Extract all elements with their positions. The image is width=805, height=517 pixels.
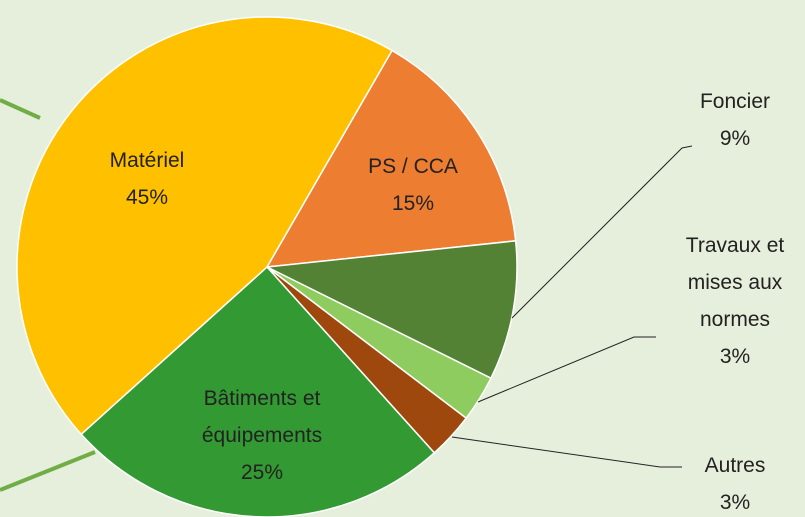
- pie-slice: [265, 49, 517, 268]
- leader-line: [0, 450, 96, 492]
- leader-line: [451, 436, 682, 468]
- slice-value-label: 25%: [240, 461, 284, 484]
- pie-slice: [264, 240, 518, 380]
- slice-value-label: 15%: [391, 192, 435, 215]
- leader-line: [0, 98, 41, 120]
- slice-value-label: 45%: [125, 186, 169, 209]
- leader-line: [511, 145, 693, 319]
- slice-label: Foncier: [699, 90, 771, 113]
- slice-label: Autres: [704, 454, 766, 477]
- slice-label: Travaux et mises aux normes: [685, 234, 785, 331]
- slice-label: PS / CCA: [368, 155, 458, 178]
- slice-value-label: 3%: [719, 345, 751, 368]
- slice-value-label: 3%: [719, 491, 751, 514]
- slice-label: Matériel: [109, 149, 185, 172]
- slice-label: Bâtiments et équipements: [201, 387, 323, 447]
- leader-line: [477, 336, 656, 403]
- slice-value-label: 9%: [719, 127, 751, 150]
- pie-slice: [16, 16, 394, 436]
